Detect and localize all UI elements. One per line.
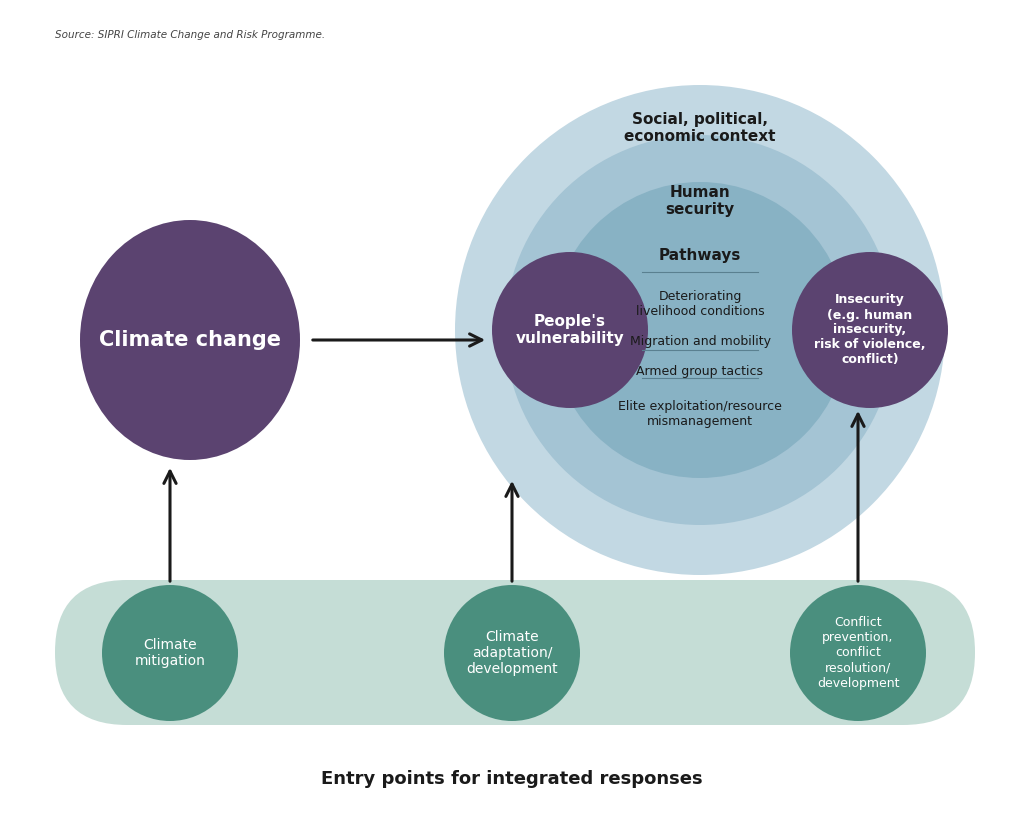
Circle shape [455,85,945,575]
Text: Insecurity
(e.g. human
insecurity,
risk of violence,
conflict): Insecurity (e.g. human insecurity, risk … [814,293,926,367]
Text: Migration and mobility: Migration and mobility [630,335,770,348]
Text: Human
security: Human security [666,185,734,218]
Ellipse shape [80,220,300,460]
Text: Entry points for integrated responses: Entry points for integrated responses [322,770,702,788]
Circle shape [790,585,926,721]
Text: Social, political,
economic context: Social, political, economic context [625,112,776,144]
Circle shape [444,585,580,721]
Text: Source: SIPRI Climate Change and Risk Programme.: Source: SIPRI Climate Change and Risk Pr… [55,30,326,40]
Text: Conflict
prevention,
conflict
resolution/
development: Conflict prevention, conflict resolution… [817,616,899,689]
Text: Climate
adaptation/
development: Climate adaptation/ development [466,630,558,676]
FancyBboxPatch shape [55,580,975,725]
Text: Deteriorating
livelihood conditions: Deteriorating livelihood conditions [636,290,764,318]
Text: People's
vulnerability: People's vulnerability [516,314,625,346]
Circle shape [505,135,895,525]
Text: Armed group tactics: Armed group tactics [637,365,764,378]
Circle shape [492,252,648,408]
Text: Climate change: Climate change [99,330,281,350]
Circle shape [792,252,948,408]
Text: Climate
mitigation: Climate mitigation [134,638,206,668]
Circle shape [552,182,848,478]
Circle shape [102,585,238,721]
Text: Pathways: Pathways [658,248,741,263]
Text: Elite exploitation/resource
mismanagement: Elite exploitation/resource mismanagemen… [618,400,782,428]
